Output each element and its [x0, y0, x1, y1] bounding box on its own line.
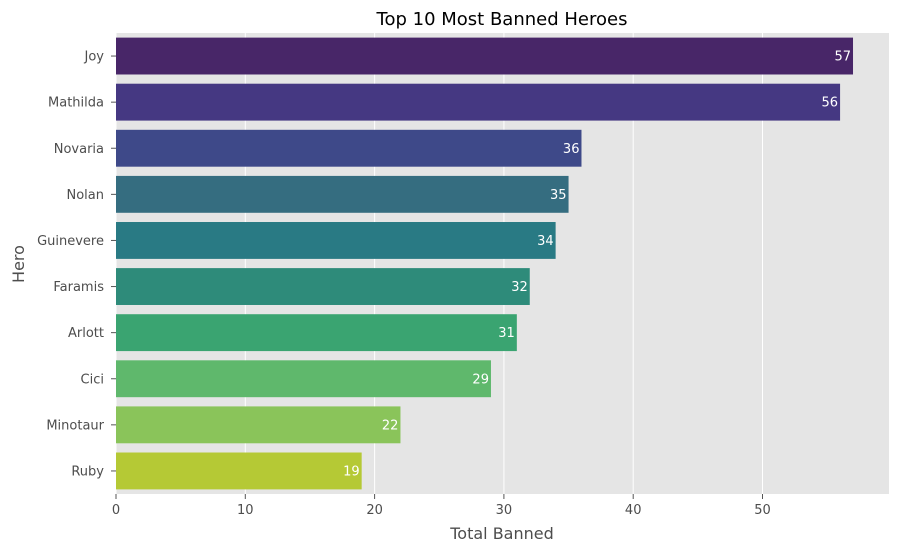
bar [116, 268, 530, 305]
plot-area: 57 Joy 56 Mathilda 36 Novaria 35 Nolan 34 Guineve… [37, 33, 889, 518]
y-tick-label: Arlott [68, 326, 104, 341]
bar [116, 175, 569, 213]
bar [116, 222, 556, 259]
chart-title: Top 10 Most Banned Heroes [376, 9, 628, 30]
y-tick-label: Ruby [71, 464, 104, 479]
bar-value-label: 22 [382, 418, 399, 433]
y-tick-label: Nolan [67, 188, 105, 203]
bar [116, 406, 401, 444]
x-tick-label: 40 [625, 503, 642, 518]
x-tick-label: 30 [496, 503, 513, 518]
bar-value-label: 57 [834, 50, 851, 65]
y-tick-label: Faramis [53, 280, 104, 295]
bar-value-label: 56 [822, 96, 839, 111]
bar-value-label: 29 [472, 372, 489, 387]
bar-value-label: 35 [550, 188, 567, 203]
bar [116, 37, 854, 75]
y-tick-label: Mathilda [48, 96, 104, 111]
bar [116, 360, 491, 398]
bar [116, 83, 841, 121]
bar [116, 452, 362, 490]
y-tick-label: Cici [81, 372, 104, 387]
y-tick-label: Guinevere [37, 234, 104, 249]
bar [116, 314, 517, 352]
bar-value-label: 36 [563, 142, 580, 157]
bar [116, 129, 582, 167]
y-tick-label: Minotaur [46, 418, 104, 433]
x-tick-label: 10 [237, 503, 254, 518]
x-tick-label: 20 [366, 503, 383, 518]
bar-value-label: 32 [511, 280, 528, 295]
bar-value-label: 19 [343, 464, 360, 479]
y-tick-label: Joy [84, 50, 105, 65]
x-tick-label: 0 [112, 503, 120, 518]
x-axis-label: Total Banned [449, 524, 554, 543]
y-tick-label: Novaria [54, 142, 104, 157]
y-axis-label: Hero [9, 245, 28, 283]
bar-value-label: 31 [498, 326, 515, 341]
x-tick-label: 50 [754, 503, 771, 518]
bar-value-label: 34 [537, 234, 554, 249]
